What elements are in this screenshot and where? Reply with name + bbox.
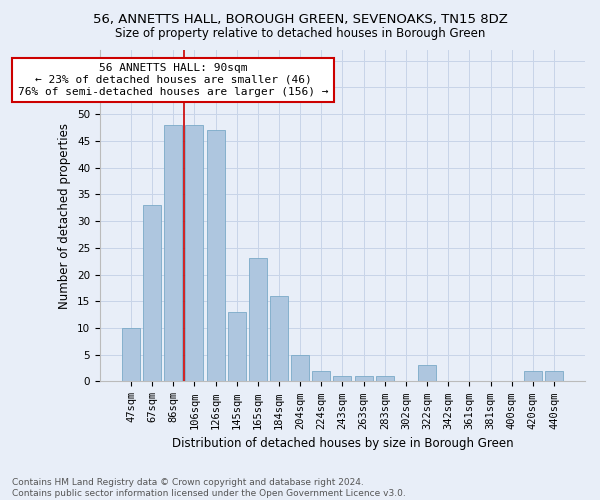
Bar [291, 354, 309, 382]
Bar [270, 296, 288, 382]
Bar [164, 125, 182, 382]
Bar [143, 205, 161, 382]
Text: Size of property relative to detached houses in Borough Green: Size of property relative to detached ho… [115, 28, 485, 40]
Bar [185, 125, 203, 382]
Bar [376, 376, 394, 382]
Bar [355, 376, 373, 382]
Bar [122, 328, 140, 382]
Bar [228, 312, 246, 382]
Y-axis label: Number of detached properties: Number of detached properties [58, 122, 71, 308]
Bar [545, 371, 563, 382]
Bar [524, 371, 542, 382]
Text: Contains HM Land Registry data © Crown copyright and database right 2024.
Contai: Contains HM Land Registry data © Crown c… [12, 478, 406, 498]
Bar [249, 258, 267, 382]
Text: 56, ANNETTS HALL, BOROUGH GREEN, SEVENOAKS, TN15 8DZ: 56, ANNETTS HALL, BOROUGH GREEN, SEVENOA… [92, 12, 508, 26]
Bar [334, 376, 352, 382]
Text: 56 ANNETTS HALL: 90sqm
← 23% of detached houses are smaller (46)
76% of semi-det: 56 ANNETTS HALL: 90sqm ← 23% of detached… [18, 64, 329, 96]
X-axis label: Distribution of detached houses by size in Borough Green: Distribution of detached houses by size … [172, 437, 513, 450]
Bar [206, 130, 224, 382]
Bar [418, 366, 436, 382]
Bar [313, 371, 331, 382]
